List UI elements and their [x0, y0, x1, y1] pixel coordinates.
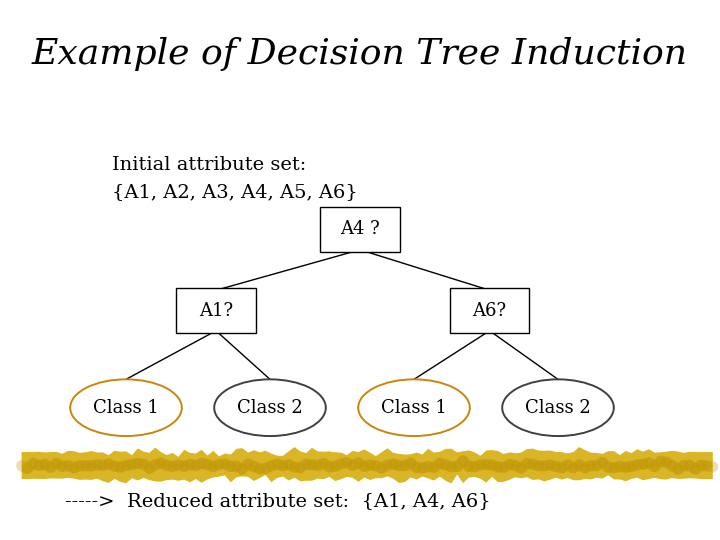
FancyBboxPatch shape: [176, 287, 256, 333]
Ellipse shape: [70, 379, 181, 436]
Text: Class 1: Class 1: [381, 399, 447, 417]
Text: A4 ?: A4 ?: [340, 220, 380, 239]
Text: A1?: A1?: [199, 301, 233, 320]
Polygon shape: [22, 447, 713, 483]
Text: {A1, A2, A3, A4, A5, A6}: {A1, A2, A3, A4, A5, A6}: [112, 183, 357, 201]
Ellipse shape: [358, 379, 469, 436]
Text: Class 1: Class 1: [93, 399, 159, 417]
Text: Example of Decision Tree Induction: Example of Decision Tree Induction: [32, 37, 688, 71]
Text: ----->  Reduced attribute set:  {A1, A4, A6}: -----> Reduced attribute set: {A1, A4, A…: [65, 492, 490, 510]
Text: A6?: A6?: [472, 301, 507, 320]
Text: Initial attribute set:: Initial attribute set:: [112, 156, 306, 174]
FancyBboxPatch shape: [320, 206, 400, 252]
Ellipse shape: [215, 379, 325, 436]
Text: Class 2: Class 2: [525, 399, 591, 417]
Ellipse shape: [503, 379, 613, 436]
Text: Class 2: Class 2: [237, 399, 303, 417]
FancyBboxPatch shape: [450, 287, 529, 333]
